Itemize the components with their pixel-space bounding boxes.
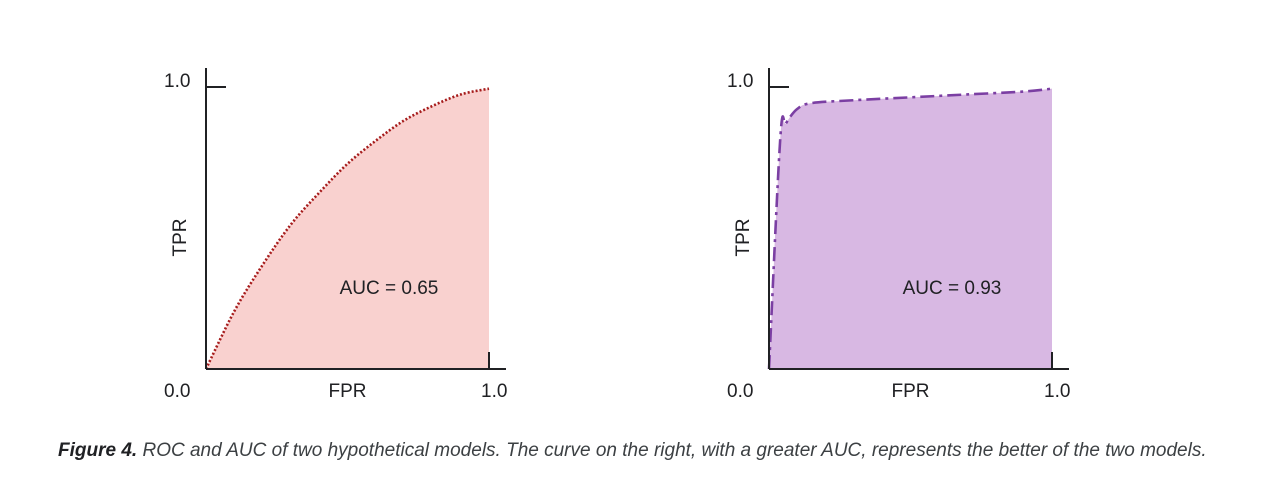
chart-2-x-tick-label-min: 0.0 <box>727 381 753 402</box>
chart-1-y-axis-label: TPR <box>170 219 191 257</box>
chart-2-roc-curve <box>767 87 1053 370</box>
chart-2-y-tick-label-max: 1.0 <box>727 71 753 92</box>
chart-2-x-axis-label: FPR <box>892 381 930 402</box>
figure-caption: Figure 4. ROC and AUC of two hypothetica… <box>58 440 1238 462</box>
chart-1-x-tick-label-max: 1.0 <box>481 381 507 402</box>
chart-2-x-tick-label-max: 1.0 <box>1044 381 1070 402</box>
chart-1-auc-area <box>206 88 489 370</box>
caption-text: ROC and AUC of two hypothetical models. … <box>137 440 1207 461</box>
chart-2-auc-area <box>769 88 1052 370</box>
chart-1-auc-annotation: AUC = 0.65 <box>340 278 439 299</box>
caption-lead: Figure 4. <box>58 440 138 461</box>
chart-1-x-tick-label-min: 0.0 <box>164 381 190 402</box>
chart-2-y-axis-label: TPR <box>733 219 754 257</box>
chart-2-auc-annotation: AUC = 0.93 <box>903 278 1002 299</box>
chart-1-y-tick-label-max: 1.0 <box>164 71 190 92</box>
chart-1-x-axis-label: FPR <box>329 381 367 402</box>
chart-1-roc-curve <box>204 87 490 370</box>
